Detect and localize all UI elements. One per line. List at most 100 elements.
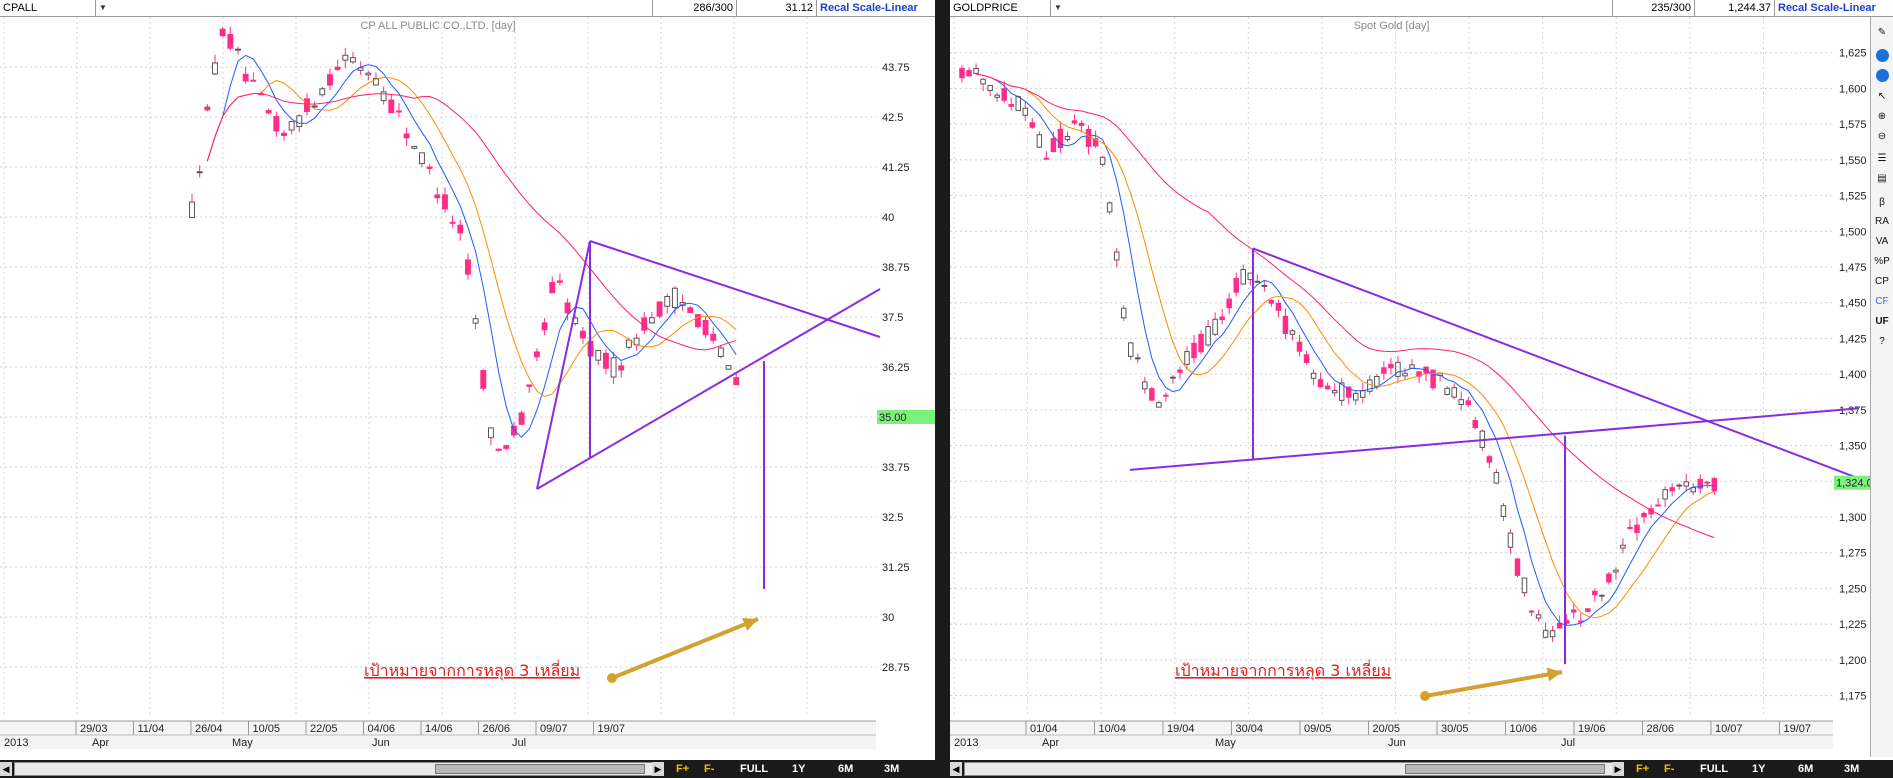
right-price-badge-bg — [1834, 475, 1871, 490]
right-candle-body — [1296, 341, 1303, 352]
left-candle-body — [403, 133, 410, 139]
right-zoom-in-button[interactable]: F+ — [1636, 763, 1650, 775]
right-y-tick-label: 1,350 — [1839, 441, 1867, 453]
right-candle-body — [987, 84, 993, 92]
right-3m-button[interactable]: 3M — [1844, 763, 1860, 775]
left-scroll-right-icon[interactable]: ▶ — [652, 762, 664, 776]
right-candle-body — [1247, 272, 1254, 281]
left-full-button[interactable]: FULL — [740, 763, 769, 775]
right-candle-body — [1641, 512, 1647, 518]
right-candle-body — [1071, 120, 1078, 124]
right-symbol-dropdown-icon[interactable]: ▼ — [1050, 0, 1064, 16]
right-candle-body — [1395, 361, 1401, 377]
right-candle-body — [1444, 387, 1450, 395]
left-chart-svg: 43.7542.541.254038.7537.536.253533.7532.… — [0, 17, 935, 759]
sidebar-item-cf[interactable]: CF — [1875, 296, 1889, 307]
right-candle-body — [1606, 573, 1612, 583]
sidebar-item-beta[interactable]: β — [1879, 197, 1885, 208]
sidebar-item-percent-p[interactable]: %P — [1874, 256, 1890, 267]
left-recal-scale-button[interactable]: Recal Scale-Linear — [816, 0, 935, 16]
panel-divider[interactable] — [935, 0, 950, 778]
left-target-arrow — [611, 617, 759, 680]
right-candle-body — [1064, 136, 1071, 140]
right-scroll-right-icon[interactable]: ▶ — [1612, 762, 1624, 776]
right-candle-body — [1669, 487, 1675, 492]
left-x-date-label: 29/03 — [80, 723, 108, 735]
left-y-tick-label: 28.75 — [882, 662, 910, 674]
left-candle-body — [418, 152, 425, 165]
sidebar-item-cp[interactable]: CP — [1875, 276, 1889, 287]
left-symbol-field[interactable]: CPALL — [0, 0, 95, 16]
right-x-month-label: Jun — [1388, 737, 1406, 749]
left-x-month-label: Jul — [512, 737, 526, 749]
right-y-tick-label: 1,525 — [1839, 191, 1867, 203]
left-candle-body — [327, 74, 333, 86]
right-6m-button[interactable]: 6M — [1798, 763, 1814, 775]
left-candle-body — [480, 370, 487, 389]
right-candle-body — [1282, 315, 1289, 335]
right-candle-body — [1191, 342, 1197, 359]
left-candle-body — [725, 365, 732, 370]
left-chart[interactable]: 43.7542.541.254038.7537.536.253533.7532.… — [0, 17, 935, 759]
zoom-in-icon[interactable]: ⊕ — [1877, 111, 1887, 122]
left-zoom-in-button[interactable]: F+ — [676, 763, 690, 775]
right-candle-body — [1142, 381, 1148, 390]
left-6m-button[interactable]: 6M — [838, 763, 854, 775]
left-trend-line — [589, 240, 881, 338]
right-candle-body — [1261, 284, 1268, 287]
left-scroll-left-icon[interactable]: ◀ — [0, 762, 12, 776]
left-moving-average-30 — [206, 92, 737, 351]
right-x-date-label: 20/05 — [1373, 723, 1401, 735]
sidebar-item-va[interactable]: VA — [1875, 236, 1889, 247]
right-candle-body — [994, 94, 1000, 98]
chart-type-icon[interactable]: ▤ — [1877, 173, 1887, 184]
right-1y-button[interactable]: 1Y — [1752, 763, 1766, 775]
left-scrollbar[interactable] — [14, 762, 654, 776]
right-candle-body — [1514, 558, 1521, 576]
left-x-month-label: May — [232, 737, 253, 749]
left-candle-body — [464, 259, 471, 275]
left-candle-body — [526, 384, 533, 387]
left-toolbar: CPALL ▼ 286/300 31.12 Recal Scale-Linear — [0, 0, 935, 17]
right-symbol-field[interactable]: GOLDPRICE — [950, 0, 1050, 16]
right-candle-body — [1345, 386, 1352, 398]
right-zoom-out-button[interactable]: F- — [1664, 763, 1675, 775]
right-candle-body — [1599, 594, 1605, 597]
left-candle-body — [618, 365, 625, 371]
list-icon[interactable]: ☰ — [1877, 153, 1887, 164]
right-candle-body — [973, 67, 979, 74]
remove-icon[interactable] — [1871, 69, 1893, 85]
right-scrollbar[interactable] — [964, 762, 1614, 776]
right-x-date-label: 30/04 — [1236, 723, 1264, 735]
help-icon[interactable]: ? — [1879, 336, 1885, 347]
right-candle-body — [1106, 202, 1113, 213]
cursor-icon[interactable]: ↖ — [1877, 91, 1887, 102]
right-scroll-thumb[interactable] — [1405, 764, 1605, 774]
right-chart[interactable]: 1,625 1,600 1,575 1,550 1,525 1,500 1,475 1,450… — [950, 17, 1871, 759]
left-scroll-thumb[interactable] — [435, 764, 645, 774]
sidebar-item-ra[interactable]: RA — [1875, 216, 1889, 227]
right-y-tick-label: 1,500 — [1839, 226, 1867, 238]
sidebar-item-uf[interactable]: UF — [1875, 316, 1889, 327]
left-3m-button[interactable]: 3M — [884, 763, 900, 775]
left-zoom-out-button[interactable]: F- — [704, 763, 715, 775]
left-1y-button[interactable]: 1Y — [792, 763, 806, 775]
add-icon[interactable] — [1871, 49, 1893, 65]
pencil-icon[interactable]: ✎ — [1877, 27, 1887, 38]
left-candle-body — [296, 115, 303, 128]
right-candle-body — [1585, 608, 1591, 612]
right-candle-body — [1711, 478, 1718, 492]
left-candle-body — [472, 318, 479, 324]
right-candle-body — [1704, 481, 1711, 484]
right-x-date-label: 01/04 — [1030, 723, 1058, 735]
left-symbol-dropdown-icon[interactable]: ▼ — [95, 0, 109, 16]
right-scroll-left-icon[interactable]: ◀ — [950, 762, 962, 776]
zoom-out-icon[interactable]: ⊖ — [1877, 131, 1887, 142]
right-target-arrow-head — [1546, 667, 1562, 682]
left-candle-body — [503, 445, 510, 449]
right-price-badge: 1,324.0 — [1836, 478, 1871, 490]
right-candle-body — [1465, 400, 1472, 406]
right-full-button[interactable]: FULL — [1700, 763, 1729, 775]
left-candle-body — [671, 287, 678, 309]
right-recal-scale-button[interactable]: Recal Scale-Linear — [1774, 0, 1893, 16]
